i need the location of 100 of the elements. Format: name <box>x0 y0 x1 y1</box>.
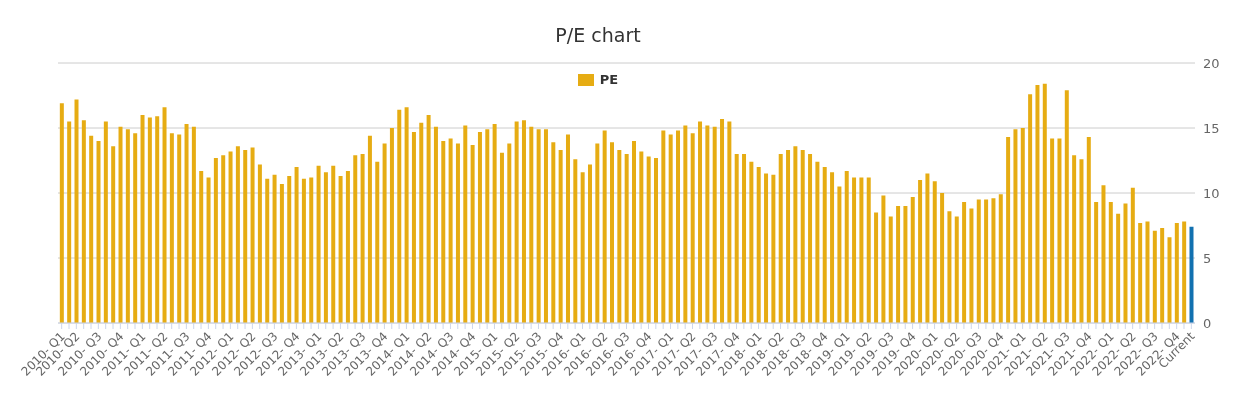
bar <box>257 164 262 323</box>
bar <box>1050 138 1055 323</box>
bar <box>918 180 923 323</box>
y-tick-label: 20 <box>1203 55 1220 71</box>
bar <box>1182 221 1187 323</box>
bar <box>1174 222 1179 323</box>
bar <box>382 143 387 323</box>
bar <box>617 150 622 323</box>
bar <box>822 167 827 323</box>
bar <box>1057 138 1062 323</box>
bar <box>720 118 725 323</box>
bar <box>852 177 857 323</box>
y-tick-label: 15 <box>1203 120 1220 136</box>
bar <box>477 131 482 323</box>
bar <box>991 198 996 323</box>
bar <box>940 193 945 323</box>
bar <box>800 150 805 323</box>
bar <box>1130 187 1135 323</box>
bar <box>565 134 570 323</box>
bar <box>169 133 174 323</box>
bar <box>1167 237 1172 323</box>
bar <box>206 177 211 323</box>
bar <box>1145 221 1150 323</box>
bar <box>595 143 600 323</box>
bar <box>1006 137 1011 323</box>
bar <box>448 138 453 323</box>
bar <box>808 154 813 323</box>
bar <box>111 146 116 323</box>
bar <box>756 167 761 323</box>
bar <box>1160 228 1165 323</box>
bar <box>888 216 893 323</box>
bar <box>213 157 218 323</box>
bar <box>389 128 394 323</box>
bar <box>1013 129 1018 323</box>
bar <box>67 121 72 323</box>
bar <box>962 202 967 323</box>
bar <box>89 135 94 323</box>
bar <box>301 178 306 323</box>
bar <box>235 146 240 323</box>
bar <box>786 150 791 323</box>
bar <box>1138 222 1143 323</box>
bar <box>639 151 644 323</box>
bar <box>1152 230 1157 323</box>
bar <box>1072 155 1077 323</box>
bar <box>727 121 732 323</box>
bar <box>419 122 424 323</box>
bar <box>59 103 64 323</box>
bar <box>184 124 189 323</box>
bar <box>1108 202 1113 323</box>
bar <box>133 133 138 323</box>
bar <box>81 120 86 323</box>
bar <box>492 124 497 323</box>
bar <box>125 129 130 323</box>
y-tick-label: 5 <box>1203 250 1212 266</box>
bar <box>925 173 930 323</box>
y-tick-label: 0 <box>1203 315 1212 331</box>
bar <box>668 134 673 323</box>
bar <box>903 206 908 323</box>
bar <box>514 121 519 323</box>
bar <box>1123 203 1128 323</box>
bar <box>573 159 578 323</box>
bar <box>331 165 336 323</box>
bar <box>742 154 747 323</box>
bar <box>375 161 380 323</box>
bar <box>969 208 974 323</box>
bar <box>199 170 204 323</box>
bar <box>309 177 314 323</box>
bar <box>536 129 541 323</box>
bar <box>610 142 614 323</box>
bar <box>74 99 79 323</box>
bar <box>866 177 871 323</box>
bar <box>118 126 123 323</box>
bar <box>1189 226 1194 323</box>
legend-label: PE <box>599 72 619 87</box>
bar <box>954 216 959 323</box>
bar <box>859 177 864 323</box>
bar <box>1101 185 1106 323</box>
bar <box>624 154 629 323</box>
bar <box>426 115 431 323</box>
bar <box>896 206 901 323</box>
bar <box>243 150 248 323</box>
bar <box>1028 94 1033 323</box>
bar <box>250 147 255 323</box>
bar <box>485 129 490 323</box>
bar <box>1116 213 1121 323</box>
bar <box>1020 128 1025 323</box>
bar <box>228 151 233 323</box>
bar <box>155 116 160 323</box>
bar <box>683 125 688 323</box>
bar <box>1094 202 1099 323</box>
bar <box>433 126 438 323</box>
bar <box>338 176 343 323</box>
bar <box>771 174 776 323</box>
bar <box>705 125 710 323</box>
bar <box>272 174 277 323</box>
bar <box>947 211 952 323</box>
bar <box>551 142 556 323</box>
bar <box>316 165 321 323</box>
bar <box>734 154 739 323</box>
bar <box>323 172 328 323</box>
